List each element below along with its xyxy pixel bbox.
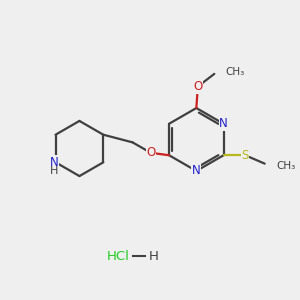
Text: O: O xyxy=(146,146,156,159)
Text: O: O xyxy=(193,80,203,93)
Text: CH₃: CH₃ xyxy=(276,161,295,171)
Text: N: N xyxy=(50,156,58,169)
Text: H: H xyxy=(50,166,58,176)
Text: N: N xyxy=(219,117,228,130)
Text: HCl: HCl xyxy=(107,250,130,263)
Text: CH₃: CH₃ xyxy=(226,67,245,77)
Text: H: H xyxy=(148,250,158,263)
Text: N: N xyxy=(192,164,201,178)
Text: S: S xyxy=(242,149,249,162)
